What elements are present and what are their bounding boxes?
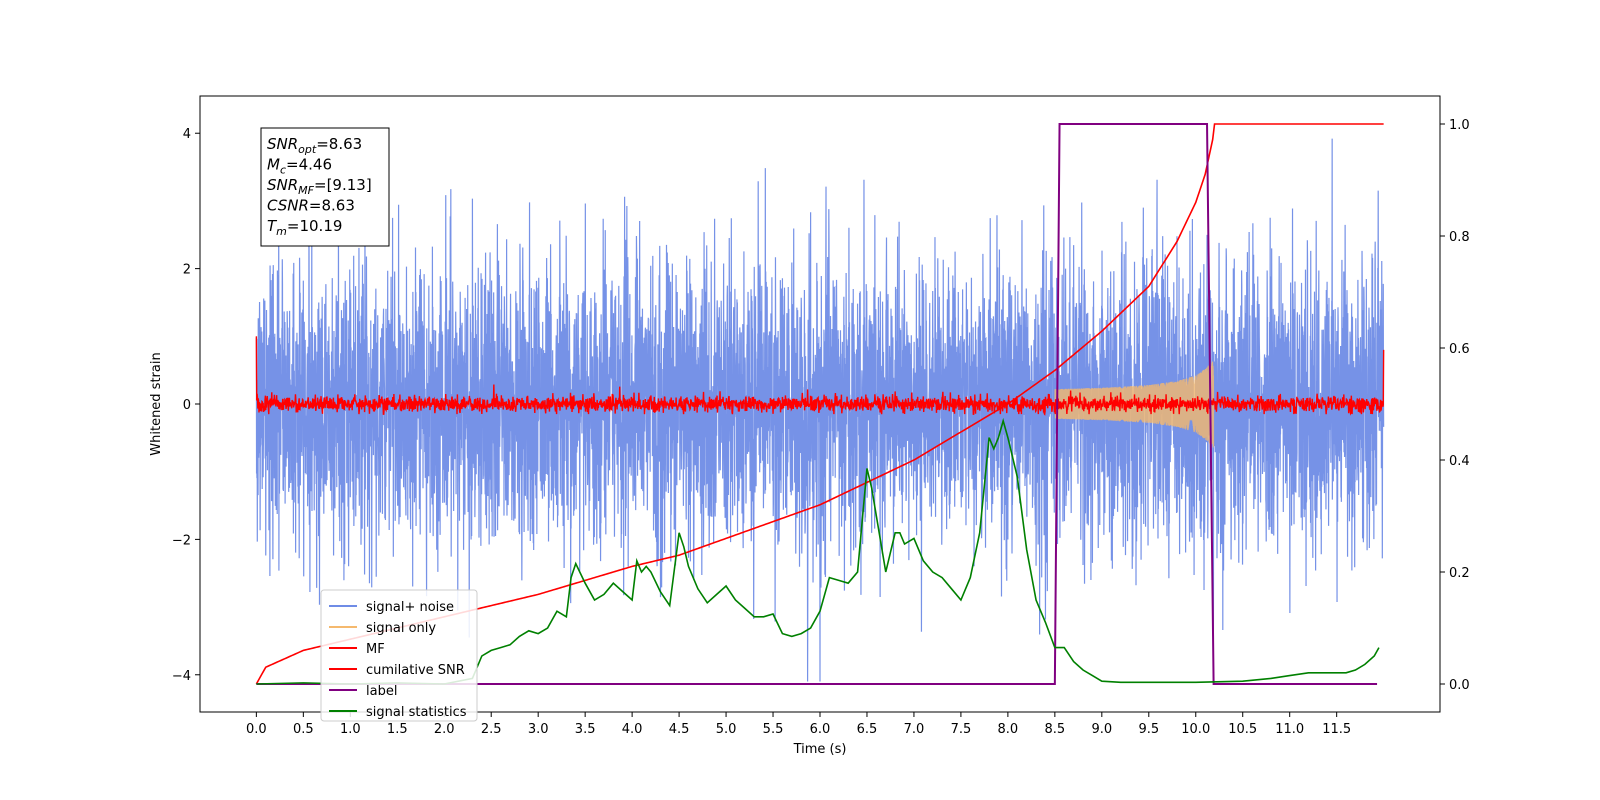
x-tick-label: 3.0 [528, 722, 549, 737]
x-tick-label: 11.5 [1322, 722, 1351, 737]
x-tick-label: 5.0 [716, 722, 737, 737]
x-tick-label: 0.0 [246, 722, 267, 737]
y-axis-title: Whitened strain [149, 352, 164, 455]
x-tick-label: 0.5 [293, 722, 314, 737]
y-tick-label: −4 [172, 669, 191, 684]
y2-tick-label: 1.0 [1449, 118, 1470, 133]
annotation-line: Mc=4.46 [267, 156, 332, 177]
x-tick-label: 4.5 [669, 722, 690, 737]
y-tick-label: 0 [183, 398, 191, 413]
x-tick-label: 6.5 [857, 722, 878, 737]
y2-tick-label: 0.2 [1449, 566, 1470, 581]
y-tick-label: 2 [183, 263, 191, 278]
series-signal-statistics-line [256, 417, 1380, 685]
x-tick-label: 7.0 [904, 722, 925, 737]
x-tick-label: 3.5 [575, 722, 596, 737]
x-tick-label: 11.0 [1275, 722, 1304, 737]
legend-label: cumilative SNR [366, 663, 465, 678]
x-tick-label: 10.5 [1228, 722, 1257, 737]
legend-label: MF [366, 642, 385, 657]
series-signal-noise-line [255, 138, 1385, 682]
y2-tick-label: 0.6 [1449, 342, 1470, 357]
x-tick-label: 2.5 [481, 722, 502, 737]
x-tick-label: 2.0 [434, 722, 455, 737]
x-tick-label: 9.5 [1138, 722, 1159, 737]
x-tick-label: 4.0 [622, 722, 643, 737]
y-tick-label: 4 [183, 127, 191, 142]
x-axis-title: Time (s) [793, 742, 847, 757]
legend-label: signal+ noise [366, 600, 454, 615]
annotation-line: Tm=10.19 [267, 217, 342, 238]
x-tick-label: 8.5 [1045, 722, 1066, 737]
x-tick-label: 9.0 [1091, 722, 1112, 737]
annotation-line: SNRMF=[9.13] [267, 176, 372, 197]
x-tick-label: 7.5 [951, 722, 972, 737]
x-tick-label: 10.0 [1181, 722, 1210, 737]
legend-label: signal statistics [366, 705, 467, 720]
x-tick-label: 8.0 [998, 722, 1019, 737]
x-tick-label: 1.5 [387, 722, 408, 737]
legend-frame [320, 589, 478, 722]
series-signal-only-line [1054, 361, 1215, 448]
x-tick-label: 5.5 [763, 722, 784, 737]
axes: 0.0 0.5 1.0 1.5 2.0 2.5 3.0 3.5 4.0 4.5 5.0 5.5 6.0 6… [172, 118, 1470, 737]
y2-tick-label: 0.4 [1449, 454, 1470, 469]
legend-label: signal only [366, 621, 436, 636]
annotation-frame [260, 127, 390, 247]
annotation-line: SNRopt=8.63 [267, 135, 362, 156]
x-tick-label: 1.0 [340, 722, 361, 737]
series-mf-line [255, 336, 1385, 416]
legend-label: label [366, 684, 397, 699]
y2-tick-label: 0.0 [1449, 678, 1470, 693]
x-tick-label: 6.0 [810, 722, 831, 737]
y2-tick-label: 0.8 [1449, 230, 1470, 245]
y-tick-label: −2 [172, 533, 191, 548]
series-label-line [256, 123, 1378, 685]
annotation-line: CSNR=8.63 [267, 197, 355, 215]
legend: signal+ noise signal only MF cumilative SNR… [320, 589, 478, 722]
